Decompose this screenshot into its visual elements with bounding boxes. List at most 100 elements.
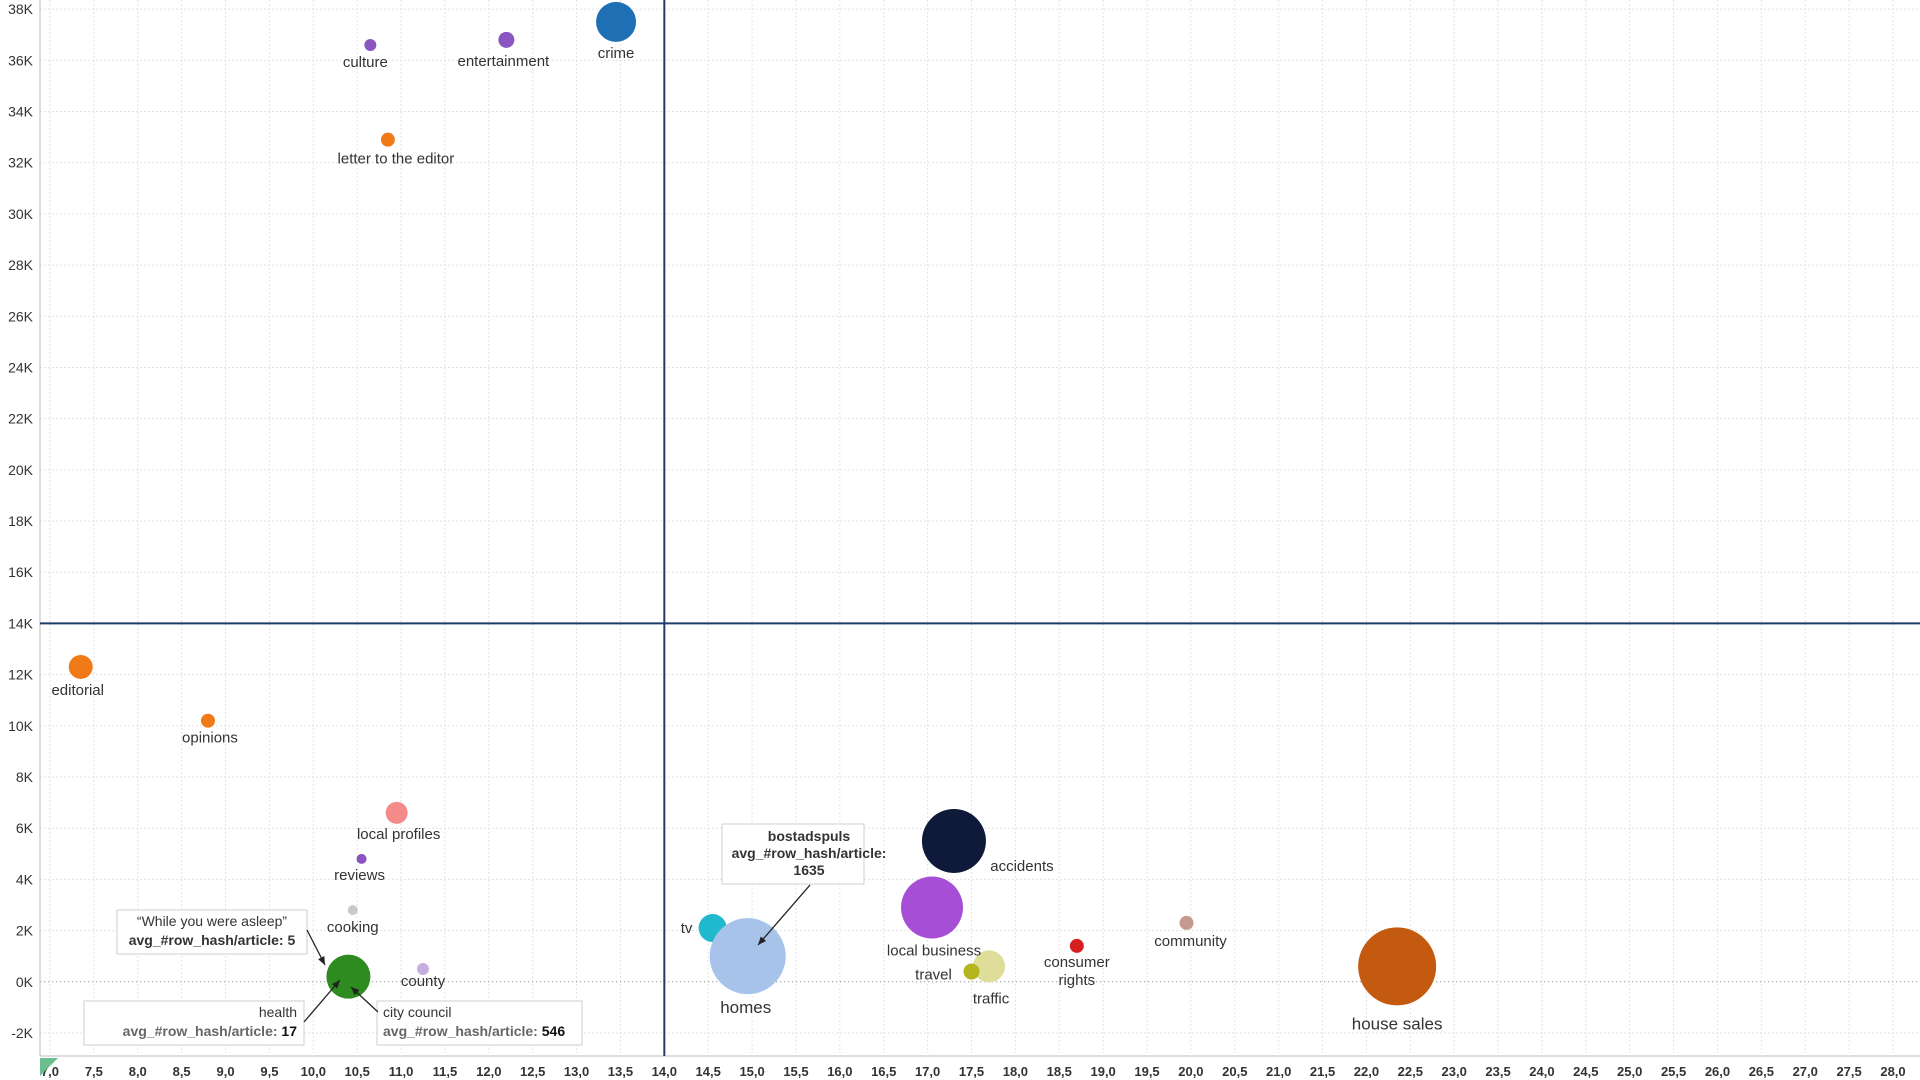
grid — [39, 0, 1920, 1057]
point-label: editorial — [51, 682, 104, 699]
point-label: county — [401, 973, 446, 990]
x-tick-label: 26,5 — [1749, 1064, 1774, 1079]
x-tick-label: 13,0 — [564, 1064, 589, 1079]
annotation-text: health — [259, 1004, 297, 1020]
x-tick-label: 17,0 — [915, 1064, 940, 1079]
arrowhead-icon — [331, 980, 340, 989]
point-label: letter to the editor — [338, 151, 455, 168]
annotation-box — [721, 823, 865, 885]
y-tick-label: 34K — [8, 104, 34, 120]
y-tick-label: 24K — [8, 359, 34, 375]
point-entertainment[interactable] — [498, 31, 515, 48]
x-tick-label: 26,0 — [1705, 1064, 1730, 1079]
x-tick-label: 12,5 — [520, 1064, 545, 1079]
corner-marker-icon — [40, 1058, 58, 1076]
annotation-arrow — [303, 979, 341, 1023]
point-local-profiles[interactable] — [385, 801, 408, 824]
y-tick-label: 16K — [8, 564, 34, 580]
x-tick-label: 22,0 — [1354, 1064, 1379, 1079]
x-tick-label: 16,0 — [827, 1064, 852, 1079]
y-tick-label: 2K — [16, 923, 34, 939]
point-label: accidents — [990, 858, 1053, 875]
annotation-text: 1635 — [793, 862, 824, 878]
point-traffic[interactable] — [973, 950, 1006, 983]
y-tick-label: 0K — [16, 974, 34, 990]
point-label: reviews — [334, 867, 385, 884]
x-tick-label: 8,0 — [129, 1064, 147, 1079]
x-tick-label: 13,5 — [608, 1064, 633, 1079]
point-label: crime — [598, 45, 635, 62]
x-tick-label: 14,0 — [652, 1064, 677, 1079]
x-tick-label: 20,0 — [1178, 1064, 1203, 1079]
point-letter-to-the-editor[interactable] — [380, 132, 395, 147]
x-tick-label: 9,5 — [260, 1064, 278, 1079]
annotation-text: “While you were asleep” — [137, 913, 288, 929]
y-tick-label: 14K — [8, 615, 34, 631]
y-tick-label: 36K — [8, 52, 34, 68]
y-tick-label: 30K — [8, 206, 34, 222]
x-tick-label: 21,5 — [1310, 1064, 1335, 1079]
x-tick-label: 11,5 — [433, 1064, 458, 1079]
point-label: opinions — [182, 730, 238, 747]
x-tick-label: 15,5 — [783, 1064, 808, 1079]
arrowhead-icon — [318, 956, 325, 965]
x-tick-label: 28,0 — [1880, 1064, 1905, 1079]
point-opinions[interactable] — [200, 713, 215, 728]
point-consumer-rights[interactable] — [1069, 938, 1084, 953]
annotation-box — [376, 1000, 583, 1046]
y-tick-label: 4K — [16, 871, 34, 887]
x-tick-label: 12,0 — [476, 1064, 501, 1079]
y-tick-label: 22K — [8, 411, 34, 427]
point-label: cooking — [327, 919, 379, 936]
point-label: community — [1154, 933, 1227, 950]
arrowhead-icon — [758, 936, 767, 945]
x-tick-label: 21,0 — [1266, 1064, 1291, 1079]
point-cooking[interactable] — [347, 905, 358, 916]
annotation-box — [116, 909, 308, 955]
x-tick-label: 23,5 — [1485, 1064, 1510, 1079]
y-tick-label: -2K — [11, 1025, 33, 1041]
point-labels: culture entertainment crime letter to the e… — [51, 45, 1442, 1033]
point-county[interactable] — [416, 962, 429, 975]
y-axis-ticks: -2K 0K 2K 4K 6K 8K 10K 12K 14K 16K 18K 20K 22K 24K 26K… — [8, 1, 34, 1041]
x-tick-label: 23,0 — [1442, 1064, 1467, 1079]
point-editorial[interactable] — [68, 654, 93, 679]
x-tick-label: 27,0 — [1793, 1064, 1818, 1079]
y-tick-label: 28K — [8, 257, 34, 273]
point-local-business[interactable] — [901, 876, 964, 939]
point-crime[interactable] — [596, 1, 637, 42]
x-tick-label: 25,5 — [1661, 1064, 1686, 1079]
x-tick-label: 14,5 — [696, 1064, 721, 1079]
point-community[interactable] — [1179, 915, 1194, 930]
y-tick-label: 18K — [8, 513, 34, 529]
point-travel[interactable] — [963, 963, 980, 980]
y-tick-label: 26K — [8, 308, 34, 324]
point-homes[interactable] — [709, 918, 786, 995]
axes — [40, 0, 1920, 1053]
x-tick-label: 24,0 — [1529, 1064, 1554, 1079]
reference-lines — [40, 0, 1920, 1056]
point-accidents[interactable] — [921, 808, 986, 873]
x-tick-label: 19,5 — [1134, 1064, 1159, 1079]
point-label: entertainment — [457, 53, 550, 70]
y-tick-label: 10K — [8, 718, 34, 734]
point-label: tv — [681, 920, 693, 937]
x-tick-label: 11,0 — [389, 1064, 414, 1079]
point-reviews[interactable] — [356, 853, 367, 864]
y-tick-label: 38K — [8, 1, 34, 17]
x-tick-label: 18,0 — [1003, 1064, 1028, 1079]
y-tick-label: 32K — [8, 155, 34, 171]
y-tick-label: 20K — [8, 462, 34, 478]
annotation-box — [83, 1000, 305, 1046]
point-label: travel — [915, 967, 952, 984]
point-health[interactable] — [326, 954, 371, 999]
x-axis-ticks: 7,0 7,5 8,0 8,5 9,0 9,5 10,0 10,5 11,0 11,5 12,0 12… — [41, 1064, 1906, 1079]
point-label: homes — [720, 998, 771, 1017]
annotation-text: avg_#row_hash/article: — [732, 845, 887, 861]
y-tick-label: 6K — [16, 820, 34, 836]
annotation-text: avg_#row_hash/article: 17 — [123, 1023, 298, 1039]
point-culture[interactable] — [364, 38, 377, 51]
point-house-sales[interactable] — [1358, 927, 1437, 1006]
